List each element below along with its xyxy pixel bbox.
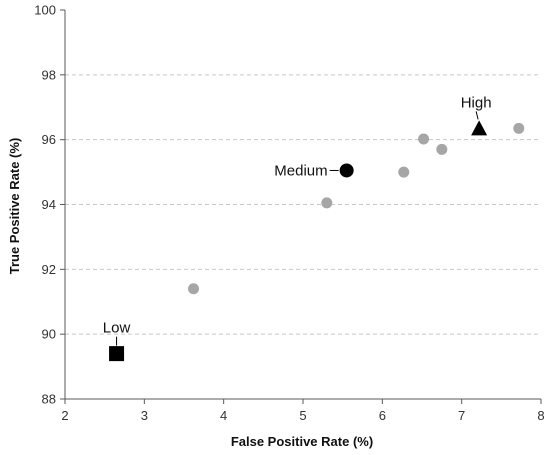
y-tick-label: 100 [34, 3, 56, 18]
x-tick-label: 7 [458, 408, 465, 423]
gray-point [418, 133, 430, 145]
low-point [109, 346, 125, 362]
gray-point [513, 122, 525, 134]
gray-point [321, 197, 333, 209]
y-axis-title: True Positive Rate (%) [7, 138, 22, 275]
x-axis-ticks: 2 3 4 5 6 7 8 [61, 399, 545, 423]
gray-point [436, 143, 448, 155]
gridlines [65, 74, 541, 335]
gray-point [398, 166, 410, 178]
x-tick-label: 5 [299, 408, 306, 423]
low-label: Low [103, 320, 131, 337]
data-points [109, 120, 525, 362]
medium-point [339, 163, 354, 178]
y-tick-label: 90 [42, 327, 56, 342]
x-tick-label: 6 [379, 408, 386, 423]
medium-label: Medium [274, 162, 327, 179]
x-tick-label: 8 [537, 408, 544, 423]
y-axis-ticks: 88 90 92 94 96 98 100 [34, 3, 65, 407]
x-tick-label: 3 [141, 408, 148, 423]
y-tick-label: 98 [42, 67, 56, 82]
x-axis-title: False Positive Rate (%) [231, 434, 373, 449]
high-leader-line [475, 111, 479, 120]
y-tick-label: 88 [42, 392, 56, 407]
gray-point [188, 283, 200, 295]
high-label: High [461, 94, 492, 111]
y-tick-label: 94 [42, 197, 56, 212]
high-point [471, 120, 488, 136]
y-tick-label: 96 [42, 132, 56, 147]
y-tick-label: 92 [42, 262, 56, 277]
point-labels: Low Medium High [103, 94, 492, 346]
x-tick-label: 4 [220, 408, 227, 423]
x-tick-label: 2 [61, 408, 68, 423]
